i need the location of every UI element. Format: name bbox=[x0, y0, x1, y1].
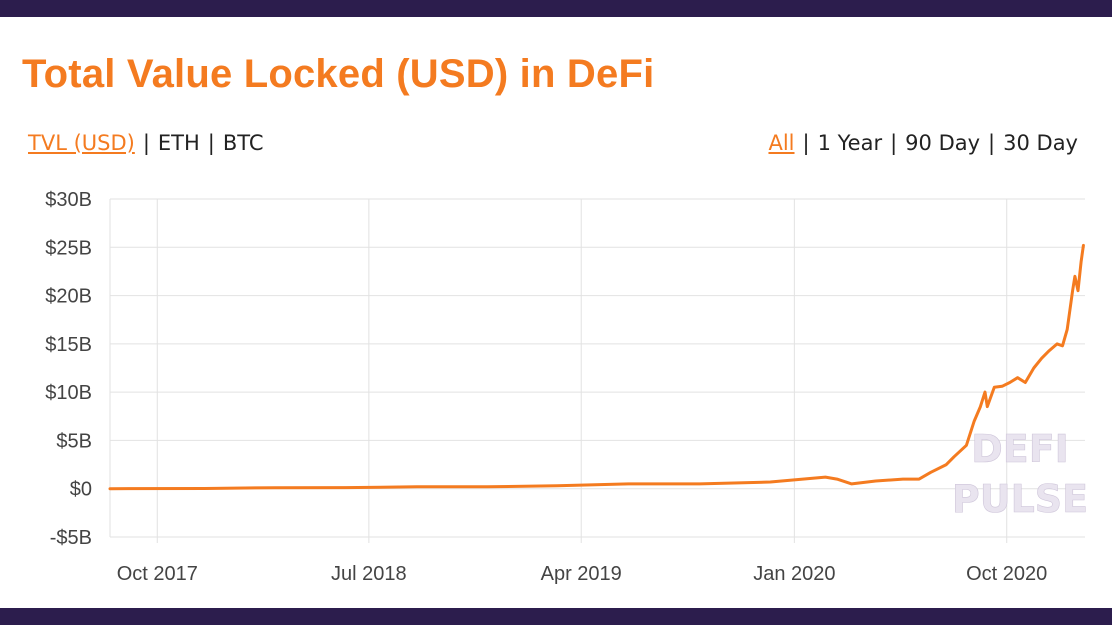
separator: | bbox=[988, 131, 996, 155]
y-tick-label: $5B bbox=[56, 430, 92, 452]
separator: | bbox=[802, 131, 810, 155]
gridlines bbox=[109, 198, 1085, 543]
page-title: Total Value Locked (USD) in DeFi bbox=[22, 52, 655, 96]
range-toggle: All | 1 Year | 90 Day | 30 Day bbox=[768, 131, 1078, 155]
x-tick-label: Oct 2020 bbox=[966, 563, 1047, 585]
x-tick-label: Apr 2019 bbox=[541, 563, 622, 585]
range-option-1-year[interactable]: 1 Year bbox=[817, 131, 883, 155]
watermark: DEFI PULSE bbox=[952, 427, 1089, 522]
metric-option-eth[interactable]: ETH bbox=[157, 131, 200, 155]
y-tick-label: $25B bbox=[45, 237, 92, 259]
tvl-line-chart: -$5B $0 $5B $10B $15B $20B $25B $30B Oct 2017 Ju… bbox=[45, 189, 1089, 585]
y-tick-label: $10B bbox=[45, 382, 92, 404]
separator: | bbox=[890, 131, 898, 155]
watermark-line-1: DEFI bbox=[971, 427, 1069, 471]
x-tick-label: Jan 2020 bbox=[753, 563, 835, 585]
y-tick-label: $20B bbox=[45, 286, 92, 308]
metric-option-btc[interactable]: BTC bbox=[222, 131, 264, 155]
y-tick-label: $0 bbox=[70, 479, 92, 501]
series-line bbox=[108, 243, 1085, 491]
y-axis-ticks: -$5B $0 $5B $10B $15B $20B $25B $30B bbox=[45, 189, 92, 549]
metric-toggle: TVL (USD) | ETH | BTC bbox=[28, 131, 264, 155]
separator: | bbox=[207, 131, 215, 155]
separator: | bbox=[142, 131, 150, 155]
y-tick-label: $30B bbox=[45, 189, 92, 211]
top-frame-bar bbox=[0, 0, 1112, 17]
bottom-frame-bar bbox=[0, 608, 1112, 625]
range-option-all[interactable]: All bbox=[768, 131, 795, 155]
x-tick-label: Jul 2018 bbox=[331, 563, 407, 585]
watermark-line-2: PULSE bbox=[952, 477, 1088, 521]
range-option-30-day[interactable]: 30 Day bbox=[1003, 131, 1078, 155]
metric-option-tvl-usd[interactable]: TVL (USD) bbox=[28, 131, 135, 155]
y-tick-label: $15B bbox=[45, 334, 92, 356]
x-axis-ticks: Oct 2017 Jul 2018 Apr 2019 Jan 2020 Oct 2020 bbox=[117, 563, 1048, 585]
y-tick-label: -$5B bbox=[50, 527, 92, 549]
x-tick-label: Oct 2017 bbox=[117, 563, 198, 585]
series-layer bbox=[108, 243, 1085, 491]
range-option-90-day[interactable]: 90 Day bbox=[905, 131, 981, 155]
